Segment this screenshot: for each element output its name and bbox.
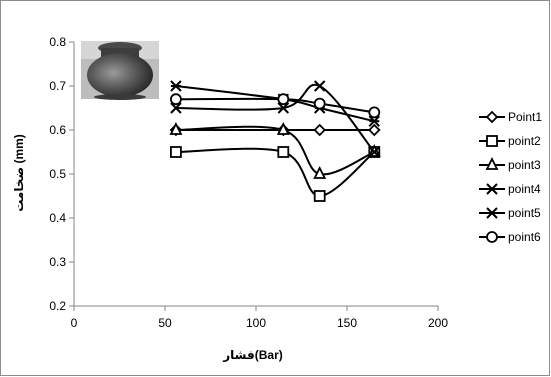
series-line-point3 [175, 125, 375, 176]
data-point-point2 [170, 146, 182, 158]
y-axis-title: ضخامت (mm) [12, 134, 26, 212]
x-tick-label: 0 [71, 316, 78, 330]
legend-item-point1: Point1 [479, 110, 542, 124]
data-point-point4 [170, 102, 182, 114]
data-point-point1 [313, 123, 326, 137]
data-point-point3 [169, 121, 183, 135]
legend-item-point4: point4 [479, 182, 541, 196]
legend-item-point6: point6 [479, 230, 541, 244]
data-point-point2 [277, 146, 290, 158]
data-point-point6 [277, 93, 290, 106]
legend-marker [486, 207, 498, 219]
data-point-point6 [368, 106, 381, 119]
legend-marker [486, 183, 498, 195]
pottery-jar-photo [81, 41, 159, 100]
x-tick-label: 200 [428, 316, 448, 330]
y-tick-label: 0.7 [49, 79, 66, 93]
x-tick-label: 100 [246, 316, 266, 330]
y-tick-label: 0.8 [49, 35, 66, 49]
legend-marker [485, 156, 499, 170]
data-point-point4 [368, 146, 381, 158]
y-tick-label: 0.5 [49, 167, 66, 181]
data-point-point2 [313, 190, 326, 202]
data-point-point3 [313, 165, 327, 179]
series-line-point2 [175, 147, 375, 198]
data-point-point5 [368, 115, 381, 127]
data-point-point6 [313, 97, 326, 110]
legend-label: point3 [508, 158, 541, 172]
y-tick-label: 0.4 [49, 211, 66, 225]
legend-marker [486, 231, 498, 243]
x-axis-title: فشار(Bar) [222, 348, 283, 362]
legend-label: point6 [508, 230, 541, 244]
y-tick-label: 0.3 [49, 255, 66, 269]
data-point-point5 [170, 80, 182, 92]
data-point-point3 [276, 121, 290, 135]
legend-marker [486, 135, 498, 147]
y-tick-label: 0.6 [49, 123, 66, 137]
series-line-point5 [175, 85, 375, 123]
legend-label: point4 [508, 182, 541, 196]
legend-label: Point1 [508, 110, 542, 124]
data-point-point4 [277, 102, 290, 114]
legend-label: point2 [508, 134, 541, 148]
y-tick-label: 0.2 [49, 299, 66, 313]
series-line-point6 [175, 97, 375, 114]
legend-item-point2: point2 [479, 134, 541, 148]
data-point-point1 [368, 123, 381, 137]
data-point-point4 [313, 80, 326, 92]
legend-item-point5: point5 [479, 206, 541, 220]
legend-label: point5 [508, 206, 541, 220]
legend-item-point3: point3 [479, 156, 541, 172]
data-point-point6 [170, 93, 182, 106]
x-tick-label: 50 [158, 316, 172, 330]
series-line-point4 [175, 83, 376, 153]
legend-marker [485, 110, 499, 124]
x-tick-label: 150 [337, 316, 357, 330]
